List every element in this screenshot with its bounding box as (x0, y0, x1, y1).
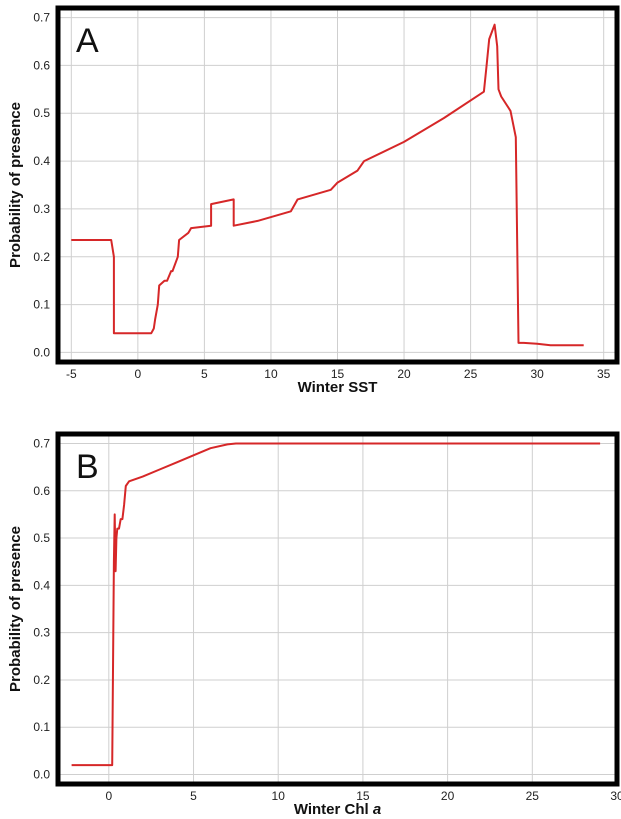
chart-b: 0 5 10 15 20 25 30 0.0 0.1 0.2 0.3 0.4 0.5 0.6 0.7 Wint… (7, 431, 621, 818)
y-tick-label: 0.6 (33, 484, 50, 498)
y-tick-label: 0.5 (33, 531, 50, 545)
x-tick-label: 5 (201, 367, 208, 381)
x-tick-label: 25 (464, 367, 478, 381)
y-tick-label: 0.6 (33, 58, 50, 72)
x-tick-label: 15 (331, 367, 345, 381)
panel-label: A (76, 22, 99, 60)
panel-label: B (76, 448, 99, 486)
y-tick-label: 0.4 (33, 578, 50, 592)
y-tick-label: 0.3 (33, 626, 50, 640)
x-tick-label: 10 (272, 789, 286, 803)
x-tick-label: 20 (397, 367, 411, 381)
y-tick-label: 0.2 (33, 673, 50, 687)
series-line (71, 442, 601, 767)
y-tick-label: 0.1 (33, 298, 50, 312)
plot-frame (55, 431, 620, 787)
y-tick-label: 0.4 (33, 154, 50, 168)
y-tick-label: 0.7 (33, 11, 50, 25)
y-tick-label: 0.0 (33, 768, 50, 782)
y-tick-label: 0.1 (33, 720, 50, 734)
series-line (71, 23, 584, 347)
y-tick-label: 0.0 (33, 345, 50, 359)
chart-a: -5 0 5 10 15 20 25 30 35 0.0 0.1 0.2 0.3 0.4 0.5 0.6 0.7… (7, 5, 620, 396)
x-tick-label: 25 (526, 789, 540, 803)
y-tick-label: 0.7 (33, 436, 50, 450)
x-tick-label: 10 (264, 367, 278, 381)
x-axis-label: Winter Chl a (294, 801, 381, 818)
x-tick-label: 20 (441, 789, 455, 803)
y-axis-label: Probability of presence (7, 102, 24, 268)
x-axis-label-main: Winter Chl (294, 801, 373, 818)
x-axis-label-italic: a (373, 801, 381, 818)
plot-frame (55, 5, 620, 365)
x-tick-label: 35 (597, 367, 611, 381)
x-axis-label: Winter SST (298, 379, 378, 396)
y-axis-label: Probability of presence (7, 526, 24, 692)
x-tick-label: 0 (135, 367, 142, 381)
y-tick-label: 0.3 (33, 202, 50, 216)
x-tick-label: 30 (610, 789, 621, 803)
x-tick-label: 30 (530, 367, 544, 381)
x-tick-label: 5 (190, 789, 197, 803)
y-tick-label: 0.2 (33, 250, 50, 264)
y-tick-label: 0.5 (33, 106, 50, 120)
x-tick-label: -5 (66, 367, 77, 381)
x-tick-label: 15 (356, 789, 370, 803)
x-tick-label: 0 (105, 789, 112, 803)
